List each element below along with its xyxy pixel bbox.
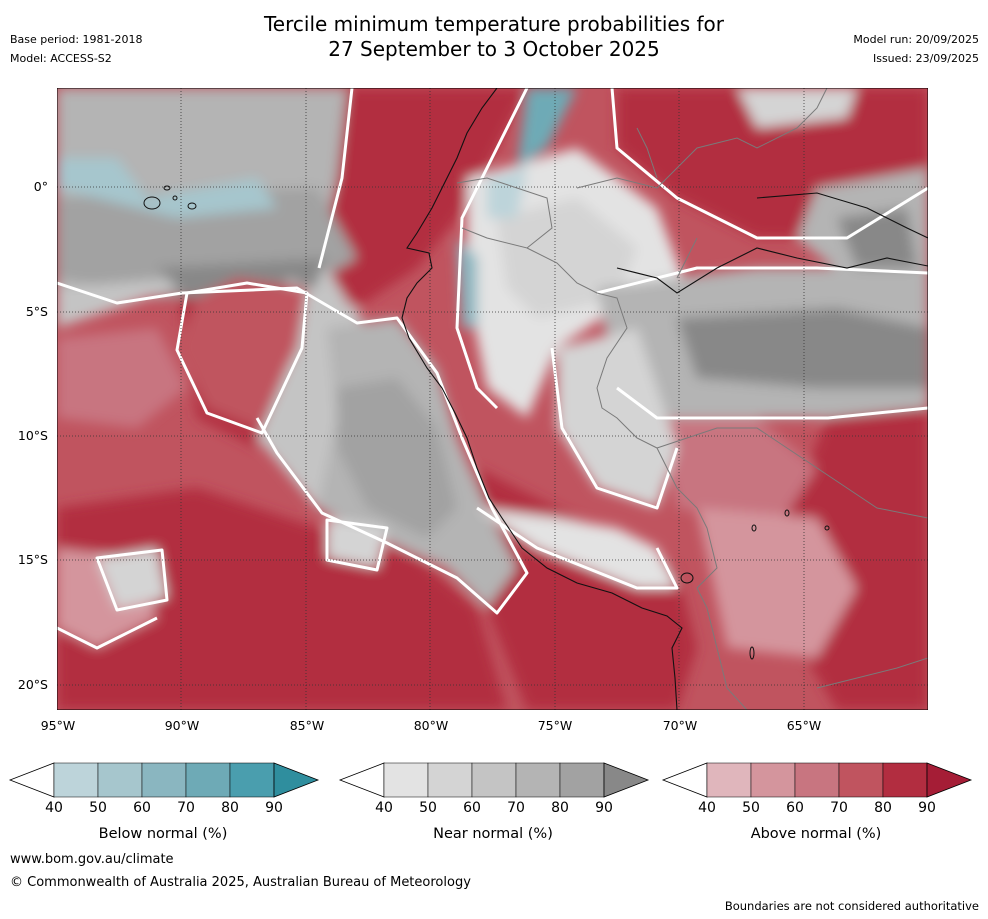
colorbar-near-normal [338,762,650,798]
colorbar-near-tick: 90 [595,800,613,816]
colorbar-above-tick: 40 [698,800,716,816]
colorbar-above-segment [794,762,840,798]
colorbar-below-tick: 60 [133,800,151,816]
title-line-1: Tercile minimum temperature probabilitie… [263,12,725,36]
lon-label-80w: 80°W [413,718,449,733]
colorbar-below-segment [53,762,99,798]
meta-left: Base period: 1981-2018 Model: ACCESS-S2 [10,30,142,68]
lon-label-65w: 65°W [786,718,822,733]
lat-label-20s: 20°S [17,677,48,692]
lakes [680,509,830,660]
lon-label-95w: 95°W [40,718,76,733]
colorbar-near-segment [559,762,605,798]
colorbar-below-segment [185,762,231,798]
model-run-text: Model run: 20/09/2025 [853,33,979,46]
lat-label-10s: 10°S [17,428,48,443]
colorbar-below-normal [8,762,320,798]
lat-label-5s: 5°S [25,304,48,319]
lat-label-15s: 15°S [17,552,48,567]
colorbar-above-tick: 90 [918,800,936,816]
colorbars [8,762,973,798]
colorbar-near-extend-high [603,762,650,798]
colorbar-near-segment [383,762,429,798]
lon-label-70w: 70°W [662,718,698,733]
colorbar-above-tick: 70 [830,800,848,816]
graticule [57,88,928,710]
lon-label-90w: 90°W [164,718,200,733]
colorbar-near-tick: 40 [375,800,393,816]
colorbar-above-normal [661,762,973,798]
colorbar-below-extend-low [8,762,55,798]
colorbar-below-extend-high [273,762,320,798]
colorbar-above-segment [838,762,884,798]
colorbar-near-tick: 80 [551,800,569,816]
colorbar-below-tick: 90 [265,800,283,816]
colorbar-above-segment [706,762,752,798]
colorbar-above-segment [750,762,796,798]
coastline [401,88,683,710]
colorbar-near-tick: 70 [507,800,525,816]
colorbar-above-tick: 50 [742,800,760,816]
colorbar-above-extend-high [926,762,973,798]
colorbar-near-tick: 60 [463,800,481,816]
colorbar-near-segment [471,762,517,798]
colorbar-below-tick: 40 [45,800,63,816]
colorbar-below-tick: 70 [177,800,195,816]
galapagos-islands [143,185,197,210]
river-amazon [616,247,928,294]
colorbar-label-near: Near normal (%) [433,826,553,842]
base-period-text: Base period: 1981-2018 [10,33,143,46]
colorbar-label-above: Above normal (%) [750,826,882,842]
lon-label-75w: 75°W [537,718,573,733]
colorbar-below-segment [97,762,143,798]
colorbar-above-tick: 60 [786,800,804,816]
colorbar-below-segment [141,762,187,798]
country-borders [456,88,928,710]
colorbar-near-extend-low [338,762,385,798]
colorbar-near-tick: 50 [419,800,437,816]
contour-lines [57,88,928,650]
colorbar-below-tick: 80 [221,800,239,816]
lon-label-85w: 85°W [289,718,325,733]
meta-right: Model run: 20/09/2025 Issued: 23/09/2025 [853,30,979,68]
colorbar-label-below: Below normal (%) [98,826,228,842]
footer-copyright: © Commonwealth of Australia 2025, Austra… [10,875,471,890]
probability-map [57,88,928,710]
colorbar-above-extend-low [661,762,708,798]
footer-disclaimer: Boundaries are not considered authoritat… [724,899,979,913]
river-amazon-north [756,192,928,239]
map-svg [57,88,928,710]
chart-title: Tercile minimum temperature probabilitie… [0,12,988,62]
model-text: Model: ACCESS-S2 [10,52,112,65]
lat-label-0: 0° [33,179,48,194]
colorbar-below-segment [229,762,275,798]
colorbar-near-segment [427,762,473,798]
footer-url: www.bom.gov.au/climate [10,852,174,867]
colorbar-below-tick: 50 [89,800,107,816]
colorbar-above-segment [882,762,928,798]
title-line-2: 27 September to 3 October 2025 [328,37,660,61]
issued-text: Issued: 23/09/2025 [872,52,979,65]
colorbar-above-tick: 80 [874,800,892,816]
colorbar-near-segment [515,762,561,798]
